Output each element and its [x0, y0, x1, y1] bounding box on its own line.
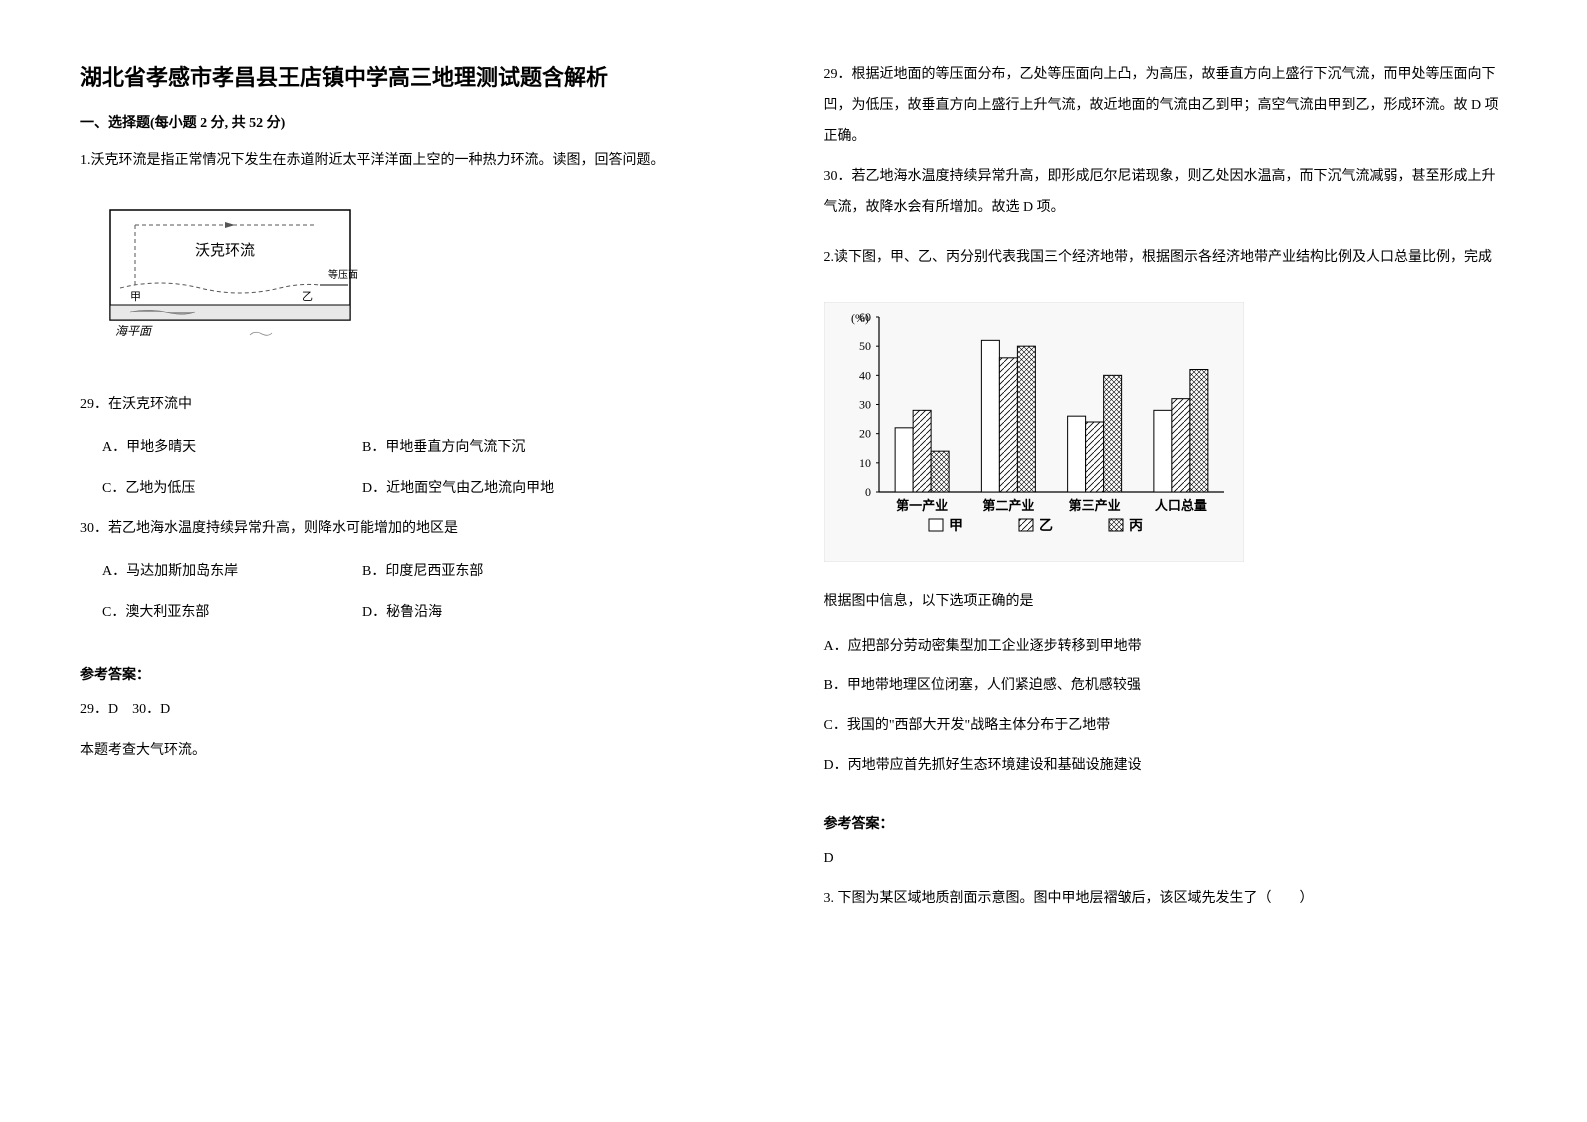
q1-explanation-1: 本题考查大气环流。: [80, 736, 764, 767]
svg-text:第一产业: 第一产业: [896, 498, 948, 513]
q2-option-d: D．丙地带应首先抓好生态环境建设和基础设施建设: [824, 749, 1508, 783]
svg-text:乙: 乙: [1039, 518, 1053, 534]
q30-option-a: A．马达加斯加岛东岸: [102, 557, 362, 588]
q29-options-row2: C．乙地为低压 D．近地面空气由乙地流向甲地: [80, 474, 764, 505]
svg-text:甲: 甲: [949, 518, 963, 534]
walker-label: 沃克环流: [195, 242, 255, 259]
q2-stem: 根据图中信息，以下选项正确的是: [824, 587, 1508, 618]
left-column: 湖北省孝感市孝昌县王店镇中学高三地理测试题含解析 一、选择题(每小题 2 分, …: [80, 60, 764, 1062]
yi-label: 乙: [302, 290, 313, 303]
svg-text:丙: 丙: [1129, 518, 1143, 534]
q1-answer: 29．D 30．D: [80, 696, 764, 724]
q30-option-b: B．印度尼西亚东部: [362, 557, 764, 588]
q2-option-b: B．甲地带地理区位闭塞，人们紧迫感、危机感较强: [824, 669, 1508, 703]
q2-option-c: C．我国的"西部大开发"战略主体分布于乙地带: [824, 709, 1508, 743]
q30-option-c: C．澳大利亚东部: [102, 598, 362, 629]
svg-text:人口总量: 人口总量: [1154, 498, 1206, 513]
economic-zone-chart: (%)0102030405060第一产业第二产业第三产业人口总量甲乙丙: [824, 302, 1508, 567]
answer-label-2: 参考答案：: [824, 813, 1508, 833]
svg-text:50: 50: [859, 339, 871, 353]
q30-options-row1: A．马达加斯加岛东岸 B．印度尼西亚东部: [80, 557, 764, 588]
q1-explanation-2: 29．根据近地面的等压面分布，乙处等压面向上凸，为高压，故垂直方向上盛行下沉气流…: [824, 60, 1508, 152]
svg-text:30: 30: [859, 397, 871, 411]
q1-intro: 1.沃克环流是指正常情况下发生在赤道附近太平洋洋面上空的一种热力环流。读图，回答…: [80, 147, 764, 175]
sea-level-label: 海平面: [115, 324, 153, 338]
q1-explanation-3: 30．若乙地海水温度持续异常升高，即形成厄尔尼诺现象，则乙处因水温高，而下沉气流…: [824, 162, 1508, 224]
q2-answer: D: [824, 845, 1508, 873]
svg-text:10: 10: [859, 456, 871, 470]
q29-option-a: A．甲地多晴天: [102, 433, 362, 464]
q2-option-a: A．应把部分劳动密集型加工企业逐步转移到甲地带: [824, 630, 1508, 664]
q29-option-c: C．乙地为低压: [102, 474, 362, 505]
jia-label: 甲: [130, 291, 141, 303]
q3-intro: 3. 下图为某区域地质剖面示意图。图中甲地层褶皱后，该区域先发生了（ ）: [824, 885, 1508, 913]
page-title: 湖北省孝感市孝昌县王店镇中学高三地理测试题含解析: [80, 60, 764, 92]
q30-stem: 30．若乙地海水温度持续异常升高，则降水可能增加的地区是: [80, 514, 764, 545]
right-column: 29．根据近地面的等压面分布，乙处等压面向上凸，为高压，故垂直方向上盛行下沉气流…: [824, 60, 1508, 1062]
isobar-label: 等压面: [328, 268, 358, 281]
q29-stem: 29．在沃克环流中: [80, 390, 764, 421]
svg-text:60: 60: [859, 310, 871, 324]
q29-options-row1: A．甲地多晴天 B．甲地垂直方向气流下沉: [80, 433, 764, 464]
walker-circulation-diagram: 沃克环流 等压面 甲 乙 海平面: [100, 200, 764, 365]
q30-option-d: D．秘鲁沿海: [362, 598, 764, 629]
svg-text:40: 40: [859, 368, 871, 382]
section-header: 一、选择题(每小题 2 分, 共 52 分): [80, 112, 764, 132]
q2-intro: 2.读下图，甲、乙、丙分别代表我国三个经济地带，根据图示各经济地带产业结构比例及…: [824, 244, 1508, 272]
svg-text:20: 20: [859, 427, 871, 441]
svg-text:第二产业: 第二产业: [982, 498, 1034, 513]
svg-text:第三产业: 第三产业: [1068, 498, 1120, 513]
q29-option-b: B．甲地垂直方向气流下沉: [362, 433, 764, 464]
q29-option-d: D．近地面空气由乙地流向甲地: [362, 474, 764, 505]
q30-options-row2: C．澳大利亚东部 D．秘鲁沿海: [80, 598, 764, 629]
answer-label-1: 参考答案：: [80, 664, 764, 684]
svg-text:0: 0: [865, 485, 871, 499]
